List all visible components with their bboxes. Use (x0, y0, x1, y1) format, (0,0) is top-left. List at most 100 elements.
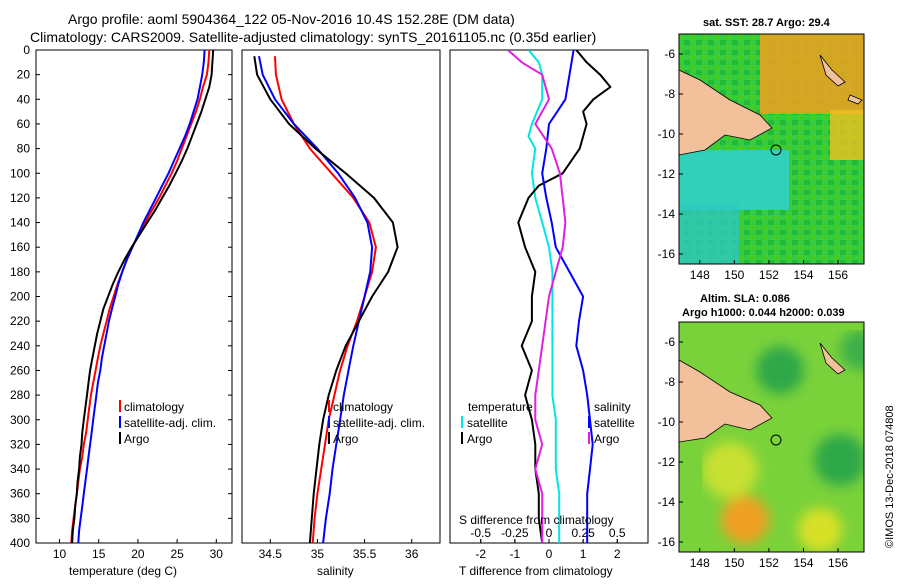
x-tick-label: 25 (170, 547, 184, 561)
legend-label-satellite: satellite-adj. clim. (124, 416, 216, 430)
difference-panel: -2 -1 0 1 2 -0.5 -0.25 0 0.25 0.5 T difference f… (449, 49, 649, 578)
t-difference-xlabel: T difference from climatology (459, 564, 613, 578)
depth-tick-label: 100 (10, 166, 30, 180)
sst-map-title: sat. SST: 28.7 Argo: 29.4 (703, 17, 831, 29)
depth-tick-label: 380 (10, 511, 30, 525)
temperature-x-axis: 10 15 20 25 30 (53, 539, 223, 561)
sst-land-island (819, 54, 846, 87)
legend-label-argo: Argo (333, 432, 359, 446)
series-line-climatology (70, 50, 211, 543)
map-lon-label: 156 (828, 268, 848, 282)
x-tick-label: 34.5 (259, 547, 283, 561)
series-line-temperature-argo (517, 50, 612, 543)
depth-tick-label: 160 (10, 240, 30, 254)
depth-tick-label: 320 (10, 437, 30, 451)
depth-tick-label: 0 (23, 43, 30, 57)
map-lon-label: 150 (724, 556, 744, 570)
sst-land-island-2 (847, 94, 863, 105)
x-tick-label: 0 (546, 547, 553, 561)
salinity-legend: climatology satellite-adj. clim. Argo (328, 400, 425, 446)
legend-label-climatology: climatology (124, 400, 184, 414)
x-tick-label: 36 (405, 547, 419, 561)
depth-tick-label: 20 (17, 68, 31, 82)
depth-tick-label: 360 (10, 487, 30, 501)
map-lat-label: -10 (658, 415, 676, 429)
x-tick-label: 30 (210, 547, 224, 561)
x-tick-label: 35 (311, 547, 325, 561)
depth-tick-label: 80 (17, 142, 31, 156)
x-tick-label: 0.25 (571, 526, 595, 540)
map-lat-label: -8 (664, 375, 675, 389)
sla-argo-position (770, 434, 782, 446)
x-tick-label: 2 (614, 547, 621, 561)
map-lat-label: -16 (658, 247, 676, 261)
sst-warm-region-east (830, 110, 864, 160)
depth-tick-label: 200 (10, 290, 30, 304)
map-lat-label: -8 (664, 87, 675, 101)
series-line-argo (253, 56, 399, 543)
series-line-temperature-satellite (527, 50, 561, 543)
sla-map-title-1: Altim. SLA: 0.086 (700, 293, 790, 305)
x-tick-label: 20 (131, 547, 145, 561)
x-tick-label: -2 (475, 547, 486, 561)
temperature-xlabel: temperature (deg C) (69, 564, 177, 578)
legend-label-satellite: satellite-adj. clim. (333, 416, 425, 430)
depth-tick-label: 240 (10, 339, 30, 353)
map-lat-label: -10 (658, 127, 676, 141)
s-difference-xlabel: S difference from climatology (459, 513, 614, 527)
depth-tick-label: 280 (10, 388, 30, 402)
sla-land-island (819, 342, 846, 375)
title-line-1: Argo profile: aoml 5904364_122 05-Nov-20… (68, 11, 515, 27)
depth-tick-label: 300 (10, 413, 30, 427)
depth-tick-label: 220 (10, 314, 30, 328)
series-line-argo (71, 50, 215, 543)
x-tick-label: 0.5 (609, 526, 626, 540)
depth-tick-label: 260 (10, 363, 30, 377)
sla-map-axes: -6 -8 -10 -12 -14 -16 148 150 152 154 156 (658, 335, 849, 570)
legend-label-climatology: climatology (333, 400, 393, 414)
x-tick-label: -0.25 (501, 526, 529, 540)
sst-map-frame (678, 33, 865, 265)
depth-tick-label: 40 (17, 92, 31, 106)
series-line-salinity-argo (507, 50, 567, 543)
map-lat-label: -12 (658, 455, 676, 469)
x-tick-label: 10 (53, 547, 67, 561)
sst-warm-region (760, 34, 864, 114)
difference-legend-right: salinity satellite Argo (588, 400, 635, 446)
temperature-plot-frame (35, 49, 233, 544)
map-lat-label: -14 (658, 495, 676, 509)
legend-title-salinity: salinity (594, 400, 631, 414)
map-lon-label: 150 (724, 268, 744, 282)
credit-stamp: ©IMOS 13-Dec-2018 074808 (884, 405, 896, 548)
legend-label-argo: Argo (124, 432, 150, 446)
map-lon-label: 148 (690, 268, 710, 282)
map-lon-label: 148 (690, 556, 710, 570)
sst-land-png (679, 69, 773, 156)
legend-label-t-satellite: satellite (467, 416, 508, 430)
temperature-panel: 0204060801001201401601802002202402602803… (10, 43, 648, 578)
title-line-2: Climatology: CARS2009. Satellite-adjuste… (30, 29, 596, 45)
series-line-satellite-adj-clim- (258, 56, 374, 543)
depth-tick-label: 120 (10, 191, 30, 205)
x-tick-label: 1 (580, 547, 587, 561)
legend-label-t-argo: Argo (467, 432, 493, 446)
salinity-panel: 34.5 35 35.5 36 salinity climatology satell… (241, 49, 441, 578)
depth-tick-label: 180 (10, 265, 30, 279)
legend-label-s-satellite: satellite (594, 416, 635, 430)
sla-land-png (679, 359, 773, 443)
sla-map-frame (678, 321, 865, 553)
x-tick-label: -0.5 (470, 526, 491, 540)
map-lon-label: 156 (828, 556, 848, 570)
map-lat-label: -14 (658, 207, 676, 221)
x-tick-label: 35.5 (353, 547, 377, 561)
depth-tick-label: 400 (10, 536, 30, 550)
temperature-legend: climatology satellite-adj. clim. Argo (119, 400, 216, 446)
sla-map-title-2: Argo h1000: 0.044 h2000: 0.039 (682, 307, 845, 319)
sst-cool-region (679, 150, 789, 210)
legend-title-temperature: temperature (468, 400, 533, 414)
depth-tick-label: 340 (10, 462, 30, 476)
legend-label-s-argo: Argo (594, 432, 620, 446)
sst-cool-region-south (679, 205, 739, 264)
sst-argo-position (770, 144, 782, 156)
